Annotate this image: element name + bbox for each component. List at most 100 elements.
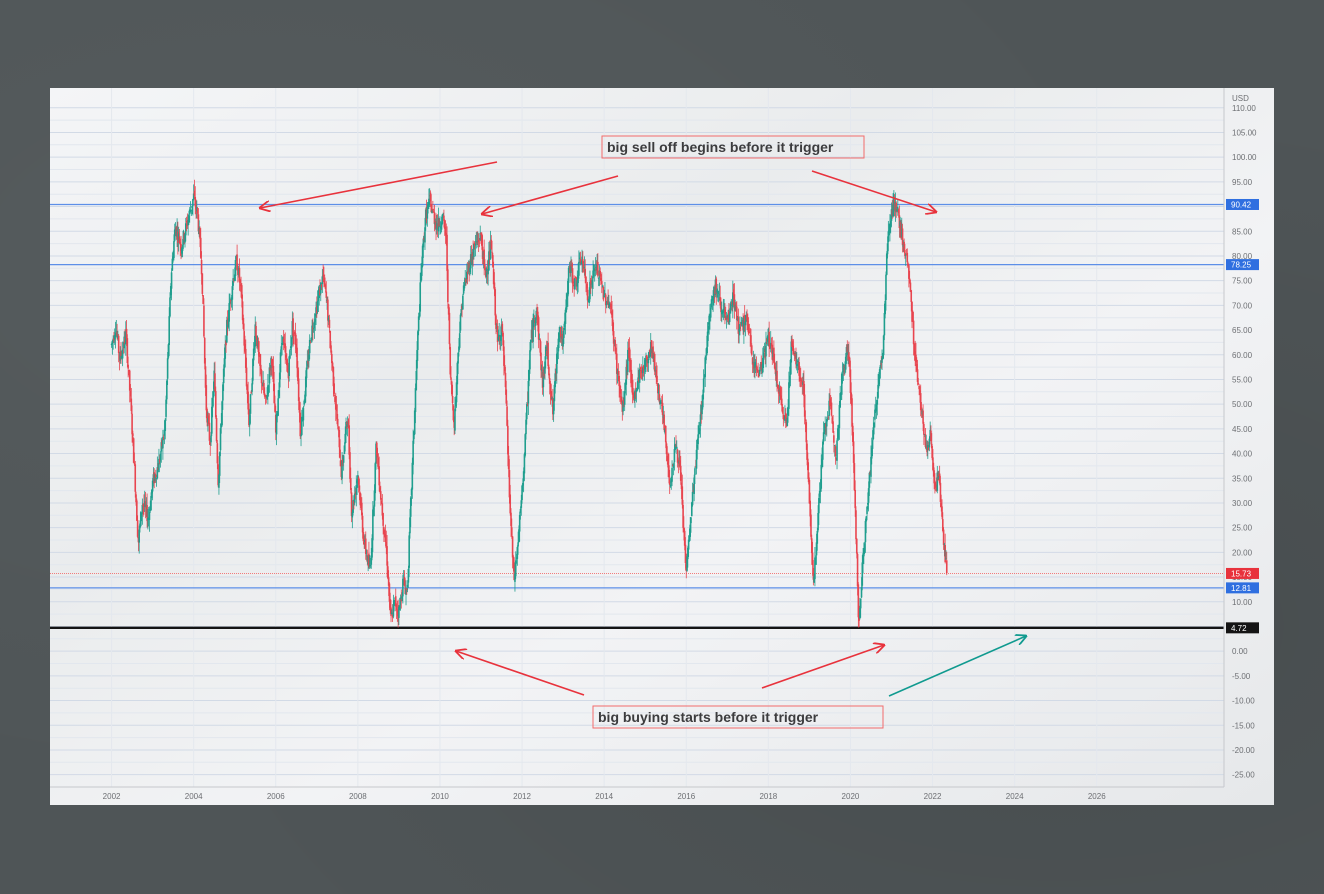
candle-body bbox=[519, 508, 522, 513]
candle-body bbox=[462, 285, 465, 294]
candle-body bbox=[512, 556, 515, 565]
candle-body bbox=[141, 504, 144, 515]
candle-body bbox=[743, 315, 746, 323]
candle-body bbox=[781, 406, 784, 413]
candle-body bbox=[200, 259, 203, 275]
candle-body bbox=[911, 301, 913, 322]
candle-body bbox=[679, 460, 681, 468]
candle-body bbox=[889, 221, 892, 227]
candle-body bbox=[412, 440, 414, 465]
candle-body bbox=[884, 301, 886, 315]
candle-body bbox=[704, 357, 707, 378]
candle-body bbox=[939, 482, 942, 502]
candle-body bbox=[849, 369, 852, 394]
candle-body bbox=[676, 449, 679, 463]
candle-body bbox=[822, 441, 824, 460]
arrow-sell-2009 bbox=[482, 175, 619, 214]
y-tick-label: 20.00 bbox=[1232, 548, 1253, 557]
candle-body bbox=[219, 428, 222, 451]
candle-body bbox=[199, 229, 201, 239]
candle-body bbox=[247, 391, 249, 410]
candle-body bbox=[919, 393, 922, 411]
candle-body bbox=[770, 343, 773, 347]
candle-body bbox=[594, 266, 597, 268]
candle-body bbox=[871, 440, 874, 449]
candle-body bbox=[675, 446, 678, 449]
candle-body bbox=[797, 360, 800, 363]
candle-body bbox=[908, 265, 910, 279]
candle-body bbox=[506, 406, 508, 426]
candle-body bbox=[635, 389, 638, 393]
candle-body bbox=[273, 383, 275, 404]
candle-body bbox=[444, 226, 447, 235]
candle-body bbox=[352, 500, 354, 513]
candle-body bbox=[622, 401, 624, 412]
candle-body bbox=[498, 334, 500, 339]
candle-body bbox=[839, 393, 841, 408]
candle-body bbox=[202, 295, 204, 304]
candle-body bbox=[344, 433, 347, 444]
candle-body bbox=[356, 480, 358, 484]
candle-body bbox=[363, 542, 365, 545]
candle-body bbox=[400, 599, 403, 602]
candle-body bbox=[231, 286, 234, 300]
candle-body bbox=[292, 318, 294, 336]
candle-body bbox=[670, 481, 673, 483]
candle-body bbox=[269, 367, 272, 371]
candle-body bbox=[683, 527, 685, 532]
candle-body bbox=[779, 387, 781, 397]
candle-body bbox=[159, 453, 162, 461]
candle-body bbox=[808, 479, 811, 504]
candle-body bbox=[710, 299, 713, 307]
candle-body bbox=[930, 430, 932, 442]
candle-body bbox=[728, 313, 731, 323]
candle-body bbox=[743, 317, 745, 333]
candle-body bbox=[650, 340, 653, 353]
candle-body bbox=[420, 272, 422, 282]
candle-body bbox=[308, 354, 310, 362]
candle-body bbox=[566, 294, 568, 299]
candle-body bbox=[494, 289, 497, 316]
candle-body bbox=[207, 415, 210, 424]
candle-body bbox=[684, 544, 687, 564]
candle-body bbox=[258, 352, 260, 356]
candle-body bbox=[334, 396, 336, 403]
candle-body bbox=[170, 272, 173, 289]
candle-body bbox=[300, 435, 302, 437]
candle-body bbox=[308, 339, 311, 354]
candle-body bbox=[328, 319, 331, 329]
candle-body bbox=[920, 407, 923, 412]
candle-body bbox=[140, 513, 143, 515]
candle-body bbox=[553, 384, 556, 402]
candle-body bbox=[274, 403, 276, 412]
candle-body bbox=[863, 543, 866, 551]
candle-body bbox=[505, 389, 508, 404]
candle-body bbox=[409, 517, 411, 534]
candle-body bbox=[520, 500, 523, 508]
candle-body bbox=[540, 369, 543, 371]
candle-body bbox=[204, 366, 207, 388]
candle-body bbox=[460, 309, 463, 316]
candle-body bbox=[249, 394, 252, 414]
candle-body bbox=[451, 395, 454, 403]
candle-body bbox=[223, 358, 226, 369]
candle-body bbox=[918, 385, 920, 390]
candle-body bbox=[304, 394, 306, 403]
candle-body bbox=[907, 263, 909, 265]
candle-body bbox=[164, 419, 167, 431]
candle-body bbox=[565, 299, 568, 312]
x-tick-label: 2010 bbox=[431, 792, 449, 801]
candle-body bbox=[192, 193, 195, 200]
candle-body bbox=[448, 312, 451, 345]
candle-body bbox=[563, 327, 565, 338]
candle-body bbox=[634, 390, 636, 402]
candle-body bbox=[433, 212, 436, 224]
candle-body bbox=[788, 375, 791, 383]
candle-body bbox=[917, 383, 920, 384]
candle-body bbox=[806, 443, 808, 460]
candle-body bbox=[748, 331, 751, 333]
candle-body bbox=[593, 269, 596, 272]
candle-body bbox=[248, 415, 251, 426]
candle-body bbox=[528, 369, 530, 381]
candle-body bbox=[657, 391, 660, 394]
